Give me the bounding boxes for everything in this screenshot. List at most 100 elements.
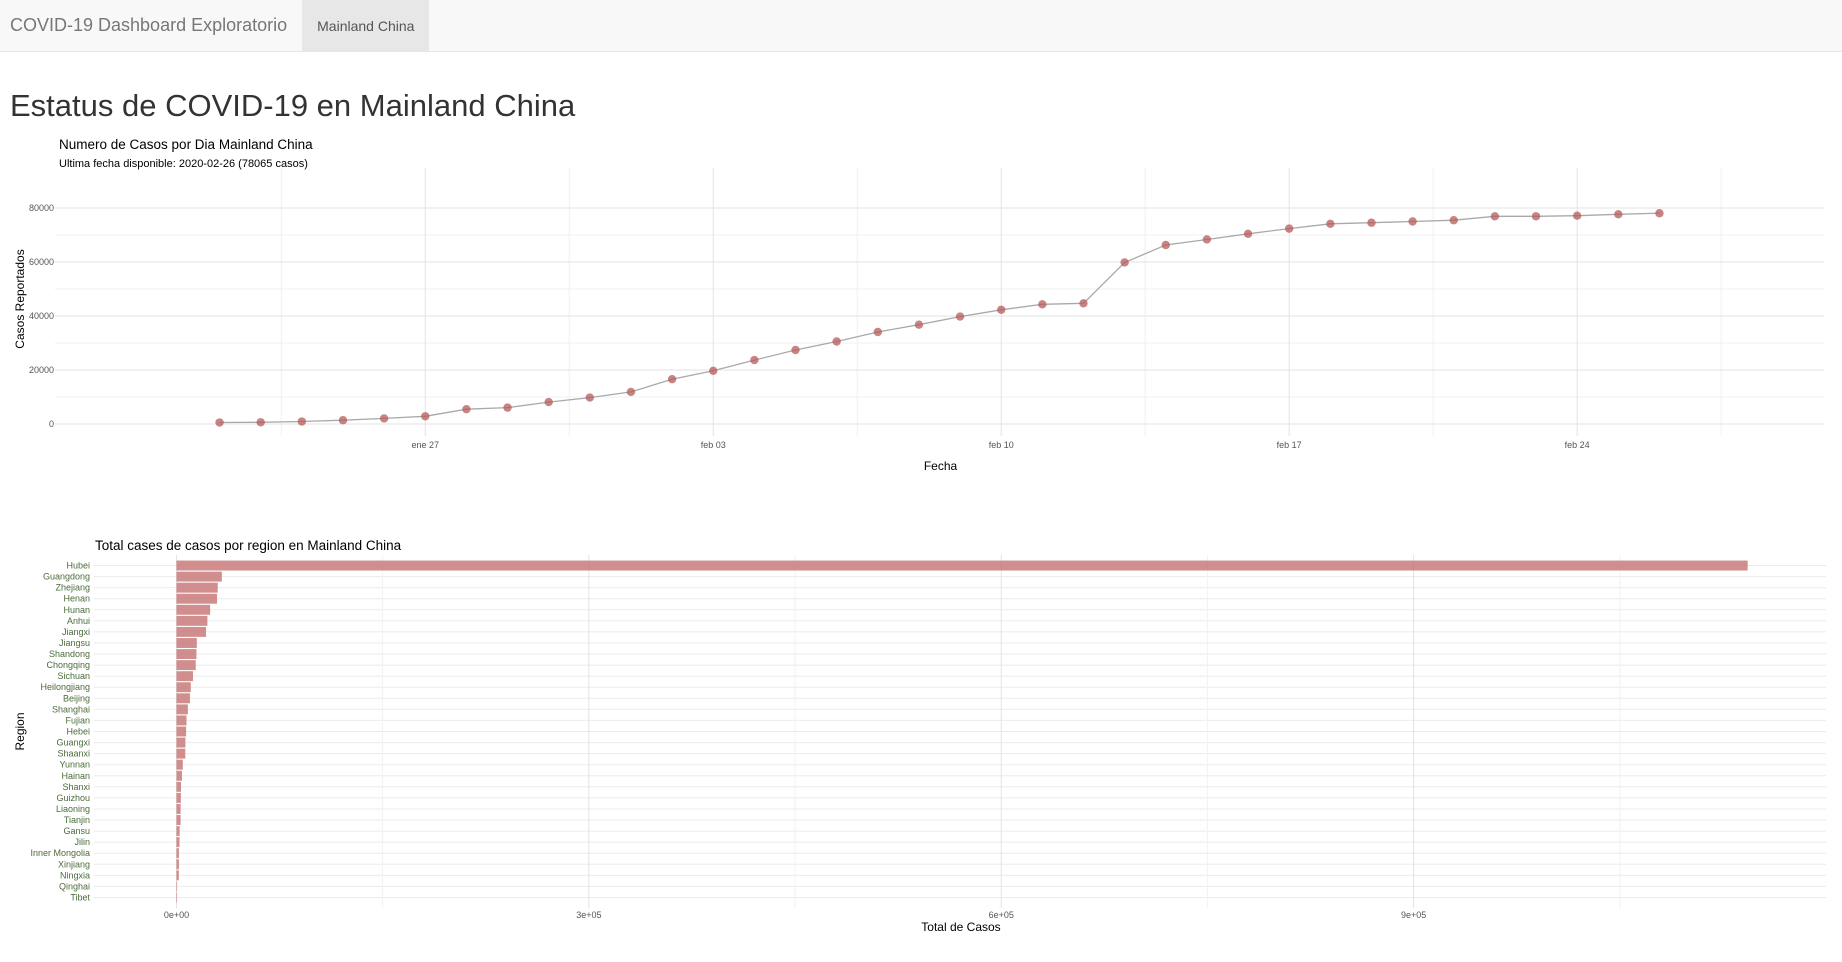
data-point bbox=[338, 416, 348, 425]
data-point bbox=[297, 417, 307, 426]
data-point bbox=[1326, 219, 1335, 229]
data-point bbox=[914, 320, 924, 329]
data-point bbox=[955, 312, 965, 321]
data-point bbox=[544, 397, 553, 407]
data-point bbox=[1243, 229, 1253, 238]
region-label: Xinjiang bbox=[58, 859, 90, 869]
x-tick-label: feb 17 bbox=[1277, 440, 1302, 450]
x-tick-label: feb 03 bbox=[701, 440, 726, 450]
cases-per-day-chart: 0 20000 40000 60000 80000 ene 27 feb 03 feb 10 f… bbox=[13, 137, 1824, 473]
data-point bbox=[667, 374, 677, 384]
bar bbox=[176, 649, 197, 660]
region-label: Hebei bbox=[66, 727, 90, 737]
region-label: Henan bbox=[63, 594, 90, 604]
region-label: Guangdong bbox=[43, 572, 90, 582]
region-label: Liaoning bbox=[56, 804, 90, 814]
bar bbox=[176, 660, 196, 671]
bar bbox=[176, 748, 186, 759]
data-point bbox=[421, 412, 430, 421]
data-point bbox=[709, 366, 718, 376]
y-axis-label: Casos Reportados bbox=[13, 249, 27, 348]
data-point bbox=[379, 414, 389, 423]
region-label: Hainan bbox=[61, 771, 90, 781]
region-label: Jilin bbox=[74, 837, 90, 847]
region-label: Chongqing bbox=[46, 660, 90, 670]
region-label: Sichuan bbox=[57, 671, 90, 681]
bar bbox=[176, 815, 181, 825]
region-label: Yunnan bbox=[59, 760, 90, 770]
data-point bbox=[832, 337, 841, 346]
region-label: Zhejiang bbox=[55, 583, 90, 593]
data-point bbox=[1367, 218, 1376, 227]
y-tick-label: 40000 bbox=[29, 311, 54, 321]
bar bbox=[176, 859, 179, 870]
y-tick-label: 20000 bbox=[29, 365, 54, 375]
x-tick-label: ene 27 bbox=[411, 440, 439, 450]
bar bbox=[176, 693, 190, 704]
region-label: Qinghai bbox=[59, 881, 90, 891]
bar bbox=[176, 826, 180, 837]
bar bbox=[176, 671, 193, 682]
data-point bbox=[873, 327, 882, 337]
data-point bbox=[750, 355, 759, 365]
region-label: Anhui bbox=[67, 616, 90, 626]
navbar: COVID-19 Dashboard Exploratorio Mainland… bbox=[0, 0, 1842, 52]
region-label: Beijing bbox=[63, 693, 90, 703]
data-point bbox=[1572, 211, 1582, 220]
bar bbox=[176, 726, 187, 737]
region-label: Guizhou bbox=[56, 793, 90, 803]
data-point bbox=[1284, 224, 1294, 233]
data-point bbox=[462, 404, 471, 414]
region-label: Ningxia bbox=[60, 870, 90, 880]
x-tick-label: 6e+05 bbox=[989, 910, 1014, 920]
x-tick-label: 9e+05 bbox=[1401, 910, 1426, 920]
y-axis-label: Region bbox=[13, 712, 27, 750]
bar bbox=[176, 892, 178, 903]
bar bbox=[176, 881, 178, 892]
data-point bbox=[1614, 210, 1623, 219]
region-label: Hubei bbox=[66, 561, 90, 571]
data-point bbox=[1202, 235, 1212, 244]
region-label: Inner Mongolia bbox=[30, 848, 90, 858]
data-point bbox=[1449, 216, 1458, 225]
region-label: Shanghai bbox=[52, 704, 90, 714]
data-point bbox=[1079, 299, 1088, 308]
region-label: Tibet bbox=[70, 892, 90, 902]
bar bbox=[176, 837, 180, 848]
region-label: Shaanxi bbox=[57, 749, 90, 759]
bar bbox=[176, 770, 182, 781]
chart-title: Numero de Casos por Dia Mainland China bbox=[59, 137, 313, 152]
page-title: Estatus de COVID-19 en Mainland China bbox=[10, 88, 576, 123]
region-label: Shandong bbox=[49, 649, 90, 659]
data-point bbox=[1161, 240, 1170, 250]
data-point bbox=[626, 387, 636, 397]
y-tick-label: 80000 bbox=[29, 203, 54, 213]
chart-title: Total cases de casos por region en Mainl… bbox=[95, 538, 402, 553]
chart-subtitle: Ultima fecha disponible: 2020-02-26 (780… bbox=[59, 158, 308, 170]
x-axis-label: Total de Casos bbox=[921, 920, 1000, 933]
region-label: Shanxi bbox=[62, 782, 90, 792]
bar bbox=[176, 704, 188, 715]
region-label: Gansu bbox=[63, 826, 90, 836]
region-label: Guangxi bbox=[56, 738, 90, 748]
cases-by-region-chart: 0e+00 3e+05 6e+05 9e+05 HubeiGuangdongZhejia… bbox=[13, 538, 1826, 933]
bar bbox=[176, 848, 179, 859]
navbar-brand[interactable]: COVID-19 Dashboard Exploratorio bbox=[10, 15, 288, 35]
data-point bbox=[1490, 212, 1500, 221]
region-label: Heilongjiang bbox=[40, 682, 90, 692]
data-point bbox=[1120, 258, 1129, 267]
series-line bbox=[219, 212, 1660, 424]
bar bbox=[176, 638, 197, 648]
bar bbox=[176, 781, 182, 792]
y-tick-label: 0 bbox=[49, 419, 54, 429]
bar bbox=[176, 759, 183, 770]
region-label: Tianjin bbox=[64, 815, 90, 825]
data-point bbox=[256, 418, 265, 427]
bar bbox=[176, 682, 191, 693]
region-label: Jiangxi bbox=[62, 627, 90, 637]
region-label: Fujian bbox=[65, 715, 90, 725]
region-label: Jiangsu bbox=[59, 638, 90, 648]
data-point bbox=[1531, 212, 1541, 221]
data-point bbox=[503, 403, 512, 412]
tab-mainland-china[interactable]: Mainland China bbox=[302, 0, 430, 51]
